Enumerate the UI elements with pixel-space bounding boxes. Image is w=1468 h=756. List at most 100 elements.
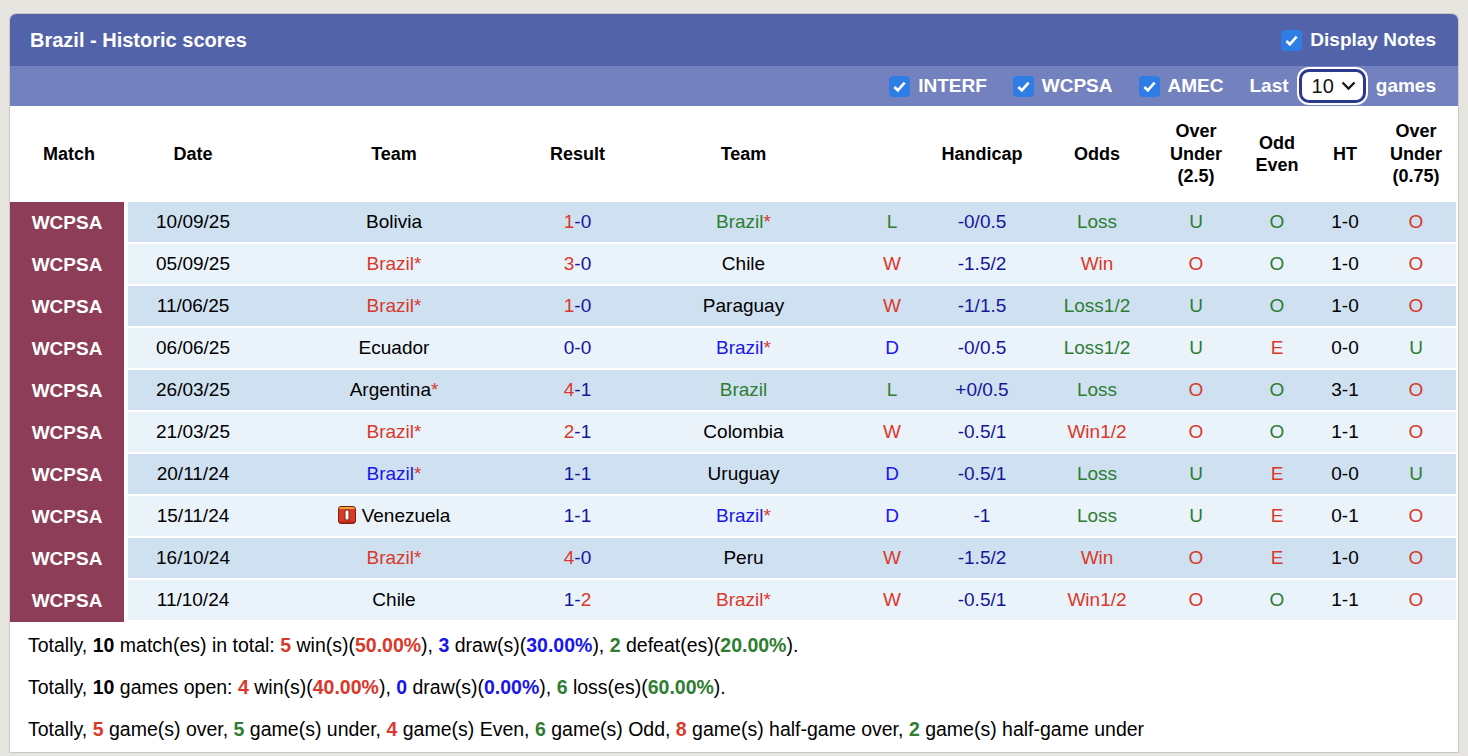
- last-games-value: 10: [1312, 75, 1334, 98]
- over-under-075-cell: U: [1376, 328, 1456, 370]
- odds-cell: Win: [1042, 244, 1152, 286]
- home-team-cell: Argentina*: [258, 370, 530, 412]
- column-header-handicap: Handicap: [922, 106, 1042, 202]
- filter-checkbox-wcpsa[interactable]: WCPSA: [1013, 75, 1113, 97]
- historic-scores-panel: Brazil - Historic scores Display Notes I…: [10, 14, 1458, 752]
- odds-cell: Loss1/2: [1042, 286, 1152, 328]
- column-header-date: Date: [128, 106, 258, 202]
- column-header-wld: [862, 106, 922, 202]
- win-lose-draw-cell: W: [862, 580, 922, 622]
- display-notes-checkbox[interactable]: Display Notes: [1281, 29, 1436, 51]
- handicap-cell: -0/0.5: [922, 328, 1042, 370]
- date-cell: 10/09/25: [128, 202, 258, 244]
- away-team-cell: Brazil*: [625, 202, 862, 244]
- away-team-cell: Paraguay: [625, 286, 862, 328]
- match-type-cell: WCPSA: [10, 496, 128, 538]
- home-team-cell: Bolivia: [258, 202, 530, 244]
- summary-line: Totally, 10 match(es) in total: 5 win(s)…: [10, 624, 1458, 666]
- table-row: WCPSA06/06/25Ecuador0-0Brazil*D-0/0.5Los…: [10, 328, 1456, 370]
- result-cell: 4-0: [530, 538, 625, 580]
- title-bar: Brazil - Historic scores Display Notes: [10, 14, 1458, 66]
- column-header-away-team: Team: [625, 106, 862, 202]
- match-type-cell: WCPSA: [10, 286, 128, 328]
- checkbox-checked-icon: [1281, 30, 1302, 51]
- over-under-25-cell: O: [1152, 538, 1240, 580]
- checkbox-checked-icon: [1013, 76, 1034, 97]
- odd-even-cell: E: [1240, 454, 1314, 496]
- away-team-cell: Colombia: [625, 412, 862, 454]
- odd-even-cell: O: [1240, 412, 1314, 454]
- half-time-score-cell: 1-1: [1314, 412, 1376, 454]
- last-games-select[interactable]: 10: [1299, 69, 1366, 103]
- over-under-25-cell: O: [1152, 580, 1240, 622]
- result-cell: 1-0: [530, 202, 625, 244]
- summary-line: Totally, 5 game(s) over, 5 game(s) under…: [10, 708, 1458, 750]
- handicap-cell: +0/0.5: [922, 370, 1042, 412]
- away-team-cell: Brazil*: [625, 328, 862, 370]
- date-cell: 20/11/24: [128, 454, 258, 496]
- over-under-25-cell: U: [1152, 454, 1240, 496]
- match-type-cell: WCPSA: [10, 244, 128, 286]
- checkbox-checked-icon: [889, 76, 910, 97]
- odd-even-cell: O: [1240, 244, 1314, 286]
- table-row: WCPSA26/03/25Argentina*4-1BrazilL+0/0.5L…: [10, 370, 1456, 412]
- over-under-25-cell: U: [1152, 328, 1240, 370]
- half-time-score-cell: 1-0: [1314, 202, 1376, 244]
- historic-scores-table: Match Date Team Result Team Handicap Odd…: [10, 106, 1456, 622]
- column-header-over-under-075: Over Under (0.75): [1376, 106, 1456, 202]
- over-under-075-cell: O: [1376, 538, 1456, 580]
- date-cell: 16/10/24: [128, 538, 258, 580]
- handicap-cell: -0/0.5: [922, 202, 1042, 244]
- last-label: Last: [1249, 75, 1288, 97]
- column-header-match: Match: [10, 106, 128, 202]
- over-under-075-cell: O: [1376, 202, 1456, 244]
- table-row: WCPSA10/09/25Bolivia1-0Brazil*L-0/0.5Los…: [10, 202, 1456, 244]
- note-icon: [338, 506, 356, 524]
- home-team-cell: Ecuador: [258, 328, 530, 370]
- filter-checkbox-amec[interactable]: AMEC: [1139, 75, 1224, 97]
- date-cell: 11/10/24: [128, 580, 258, 622]
- win-lose-draw-cell: D: [862, 454, 922, 496]
- handicap-cell: -1/1.5: [922, 286, 1042, 328]
- result-cell: 2-1: [530, 412, 625, 454]
- over-under-25-cell: U: [1152, 202, 1240, 244]
- result-cell: 1-1: [530, 454, 625, 496]
- handicap-cell: -0.5/1: [922, 454, 1042, 496]
- result-cell: 4-1: [530, 370, 625, 412]
- win-lose-draw-cell: W: [862, 412, 922, 454]
- date-cell: 26/03/25: [128, 370, 258, 412]
- over-under-25-cell: O: [1152, 370, 1240, 412]
- result-cell: 1-0: [530, 286, 625, 328]
- away-team-cell: Brazil: [625, 370, 862, 412]
- over-under-075-cell: O: [1376, 370, 1456, 412]
- over-under-075-cell: O: [1376, 286, 1456, 328]
- odds-cell: Win1/2: [1042, 412, 1152, 454]
- match-type-cell: WCPSA: [10, 454, 128, 496]
- date-cell: 11/06/25: [128, 286, 258, 328]
- handicap-cell: -0.5/1: [922, 580, 1042, 622]
- column-header-result: Result: [530, 106, 625, 202]
- handicap-cell: -1.5/2: [922, 538, 1042, 580]
- away-team-cell: Brazil*: [625, 580, 862, 622]
- checkbox-checked-icon: [1139, 76, 1160, 97]
- odds-cell: Win: [1042, 538, 1152, 580]
- result-cell: 1-2: [530, 580, 625, 622]
- over-under-25-cell: U: [1152, 286, 1240, 328]
- odd-even-cell: O: [1240, 202, 1314, 244]
- result-cell: 3-0: [530, 244, 625, 286]
- match-type-cell: WCPSA: [10, 202, 128, 244]
- date-cell: 15/11/24: [128, 496, 258, 538]
- filter-checkbox-interf[interactable]: INTERF: [889, 75, 987, 97]
- last-games-group: Last 10 games: [1249, 69, 1436, 103]
- table-row: WCPSA21/03/25Brazil*2-1ColombiaW-0.5/1Wi…: [10, 412, 1456, 454]
- odd-even-cell: E: [1240, 496, 1314, 538]
- filter-label-amec: AMEC: [1168, 75, 1224, 97]
- handicap-cell: -1.5/2: [922, 244, 1042, 286]
- half-time-score-cell: 0-1: [1314, 496, 1376, 538]
- display-notes-label: Display Notes: [1310, 29, 1436, 51]
- odds-cell: Loss1/2: [1042, 328, 1152, 370]
- over-under-075-cell: U: [1376, 454, 1456, 496]
- column-header-over-under-25: Over Under (2.5): [1152, 106, 1240, 202]
- column-header-odds: Odds: [1042, 106, 1152, 202]
- result-cell: 0-0: [530, 328, 625, 370]
